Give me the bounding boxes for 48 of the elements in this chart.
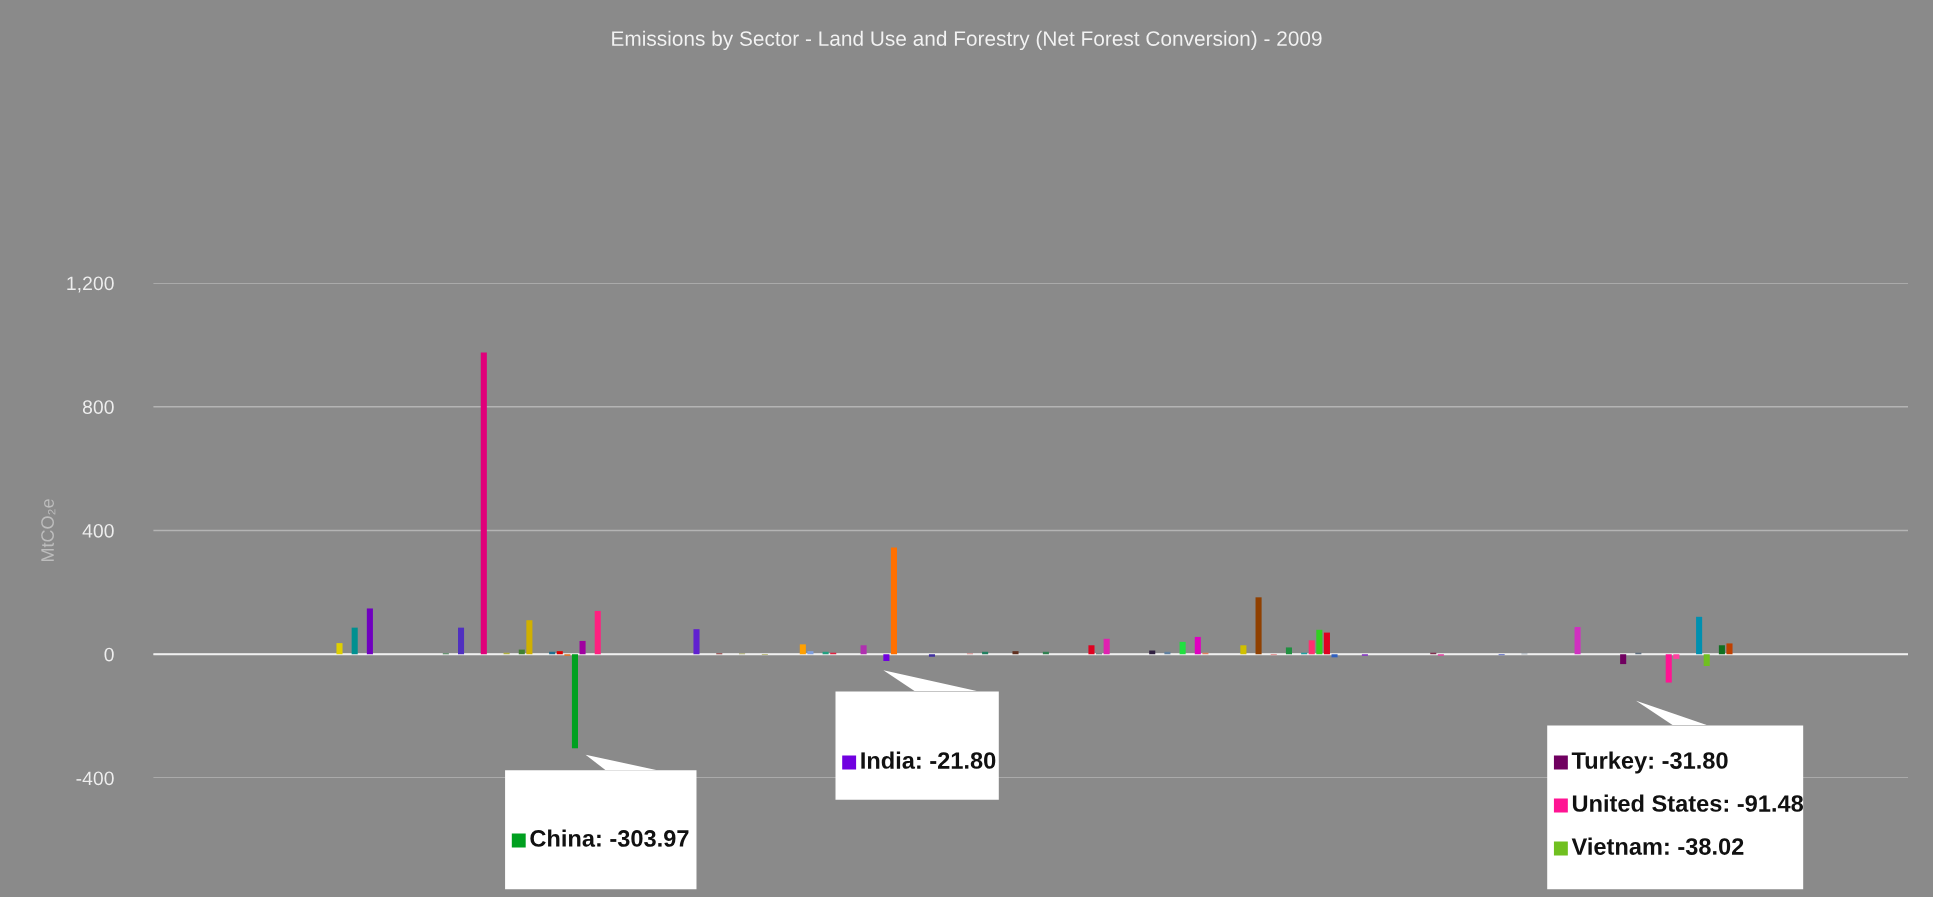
bar [1103, 638, 1110, 655]
bar [1194, 636, 1201, 655]
bar [336, 643, 343, 655]
bar [1179, 641, 1186, 655]
bar [1620, 654, 1627, 665]
y-tick-label: -400 [76, 771, 114, 786]
text: United States: -91.48 [1572, 794, 1804, 812]
bar [1665, 654, 1672, 683]
bar [1088, 645, 1095, 655]
bar [571, 654, 578, 749]
bar [799, 644, 806, 655]
bar [366, 608, 373, 655]
bar [890, 547, 898, 655]
bar [351, 627, 358, 655]
bar [928, 654, 935, 657]
bar [1012, 651, 1019, 655]
bar [480, 352, 487, 655]
bar [1696, 616, 1703, 655]
bar [1718, 645, 1725, 655]
chart-title: Emissions by Sector - Land Use and Forestry (Net Forest Conversion) - 2009 [612, 30, 1322, 51]
y-tick-label: 0 [104, 647, 114, 662]
text: Vietnam: -38.02 [1571, 837, 1744, 855]
y-tick-label: 800 [82, 400, 114, 414]
bar [693, 629, 700, 655]
bar [1323, 632, 1330, 655]
bar [1240, 645, 1247, 655]
bar [1726, 643, 1733, 655]
bar [457, 627, 465, 655]
bar [883, 654, 890, 661]
bar [860, 645, 867, 655]
bar [1308, 640, 1315, 655]
bar [579, 640, 586, 655]
bar [1316, 629, 1323, 655]
annotation: Turkey: -31.80 [1571, 751, 1728, 774]
bar [594, 610, 601, 655]
bar [1673, 654, 1680, 659]
annotation: India: -21.80 [861, 751, 996, 769]
y-tick-label: 400 [82, 523, 114, 538]
bar [1285, 647, 1292, 655]
y-tick-label: 1,200 [67, 276, 114, 293]
bar [807, 651, 814, 655]
text: China: -303.97 [530, 829, 689, 847]
bar [526, 620, 533, 655]
bar [1574, 627, 1581, 655]
bar [1703, 654, 1710, 667]
bar [556, 651, 563, 655]
bar [1331, 654, 1338, 658]
bar [1255, 597, 1262, 655]
